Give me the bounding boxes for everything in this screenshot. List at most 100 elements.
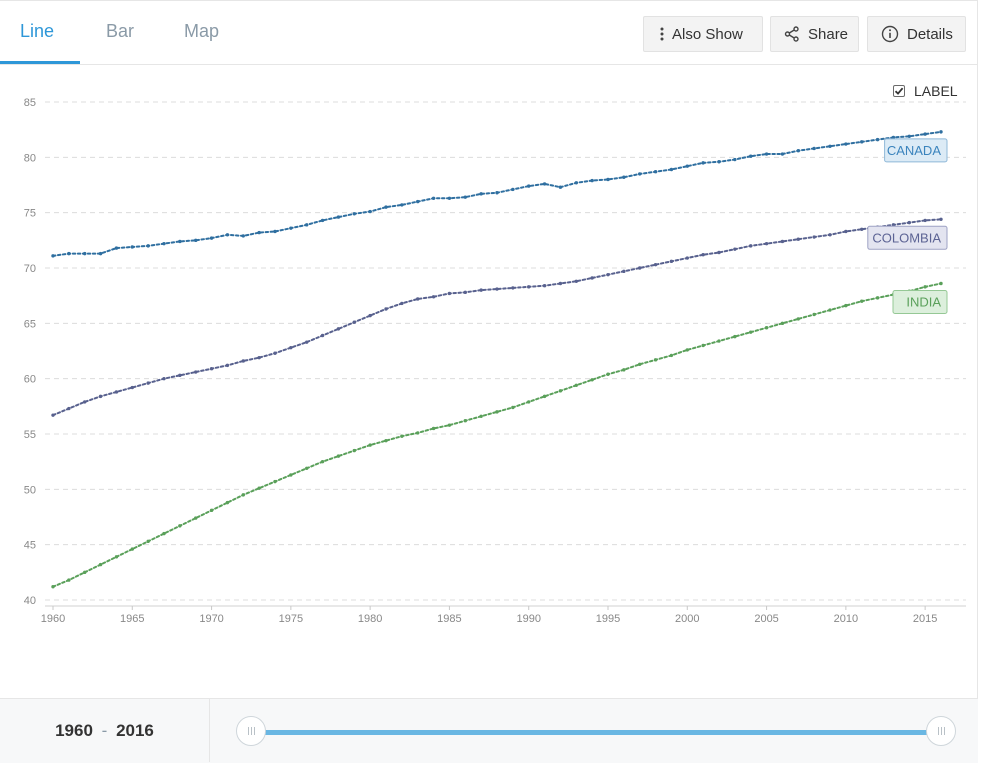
data-point-canada	[875, 137, 880, 142]
range-end: 2016	[116, 721, 154, 740]
data-point-india	[463, 419, 467, 423]
y-tick-label: 45	[24, 540, 36, 552]
data-point-colombia	[416, 297, 420, 301]
data-point-colombia	[812, 235, 816, 239]
data-point-canada	[527, 184, 531, 188]
label-toggle-text: LABEL	[914, 83, 958, 99]
range-separator: -	[101, 721, 108, 740]
tab-line[interactable]: Line	[20, 0, 55, 64]
data-point-colombia	[336, 327, 341, 331]
grip-icon	[247, 727, 255, 735]
year-range-footer: 1960 - 2016	[0, 698, 978, 763]
range-start-handle[interactable]	[236, 716, 266, 746]
x-tick-label: 2000	[675, 613, 699, 625]
data-point-canada	[923, 132, 927, 136]
data-point-india	[447, 423, 452, 427]
data-point-colombia	[67, 406, 71, 411]
data-point-colombia	[622, 269, 626, 274]
data-point-canada	[114, 246, 119, 250]
data-point-canada	[225, 233, 230, 237]
data-point-canada	[209, 236, 214, 240]
label-toggle[interactable]: LABEL	[893, 82, 958, 100]
data-point-canada	[860, 140, 864, 144]
data-point-india	[400, 434, 404, 438]
vertical-dots-icon	[660, 27, 664, 41]
series-label-canada	[884, 138, 948, 163]
data-point-colombia	[146, 381, 150, 385]
data-point-colombia	[590, 276, 594, 280]
data-point-india	[98, 562, 103, 567]
data-point-india	[384, 438, 388, 443]
details-button[interactable]: Details	[867, 16, 966, 52]
data-point-canada	[939, 130, 943, 134]
data-point-canada	[479, 192, 483, 196]
data-point-india	[749, 330, 753, 334]
data-point-colombia	[558, 281, 563, 286]
series-line-india	[52, 282, 942, 588]
x-tick-label: 1965	[120, 613, 144, 625]
data-point-colombia	[431, 295, 436, 299]
x-tick-label: 2005	[754, 613, 778, 625]
data-point-india	[336, 454, 341, 458]
data-point-india	[828, 308, 832, 312]
data-point-canada	[558, 185, 563, 189]
data-point-india	[495, 410, 499, 414]
data-point-canada	[130, 245, 134, 249]
data-point-colombia	[209, 367, 214, 371]
year-range-track[interactable]	[250, 730, 940, 735]
data-point-colombia	[764, 241, 769, 246]
share-button[interactable]: Share	[770, 16, 859, 52]
data-point-canada	[416, 199, 420, 204]
x-tick-label: 2015	[913, 613, 937, 625]
label-checkbox[interactable]	[893, 85, 905, 97]
data-point-canada	[241, 234, 245, 238]
data-point-canada	[606, 177, 610, 182]
data-point-india	[638, 362, 642, 366]
data-point-canada	[796, 148, 800, 153]
data-point-colombia	[844, 229, 848, 234]
series-label-text-canada: CANADA	[887, 143, 942, 158]
tab-bar[interactable]: Bar	[106, 21, 135, 41]
series-label-india	[892, 289, 948, 314]
data-point-india	[875, 296, 880, 300]
tab-map[interactable]: Map	[184, 21, 220, 41]
data-point-canada	[447, 196, 452, 200]
data-point-canada	[812, 146, 816, 151]
data-point-canada	[495, 191, 499, 195]
data-point-india	[431, 426, 436, 431]
also-show-button[interactable]: Also Show	[643, 16, 763, 52]
data-point-colombia	[796, 237, 800, 241]
data-point-india	[146, 539, 150, 544]
y-tick-label: 75	[24, 208, 36, 220]
range-end-handle[interactable]	[926, 716, 956, 746]
data-point-india	[67, 578, 71, 582]
data-point-canada	[273, 229, 277, 234]
data-point-colombia	[939, 217, 943, 222]
data-point-canada	[162, 241, 166, 246]
y-tick-label: 50	[24, 484, 36, 496]
data-point-canada	[257, 230, 261, 235]
data-point-colombia	[653, 262, 658, 267]
data-point-canada	[320, 218, 325, 223]
data-point-india	[416, 431, 420, 435]
data-point-canada	[685, 164, 689, 168]
data-point-canada	[780, 152, 785, 156]
active-tab-indicator	[0, 61, 80, 64]
also-show-label: Also Show	[672, 25, 743, 43]
x-tick-label: 1960	[41, 613, 65, 625]
data-point-india	[368, 443, 372, 447]
data-point-colombia	[178, 373, 182, 378]
data-point-colombia	[701, 253, 705, 257]
data-point-canada	[844, 142, 848, 146]
data-point-india	[685, 348, 689, 352]
data-point-india	[923, 285, 927, 289]
data-point-colombia	[891, 223, 896, 227]
data-point-india	[590, 378, 594, 382]
data-point-india	[273, 479, 277, 484]
x-tick-label: 2010	[834, 613, 858, 625]
data-point-india	[622, 368, 626, 372]
data-point-colombia	[780, 239, 785, 244]
data-point-canada	[400, 203, 404, 207]
data-point-canada	[542, 182, 547, 186]
data-point-canada	[431, 196, 436, 200]
